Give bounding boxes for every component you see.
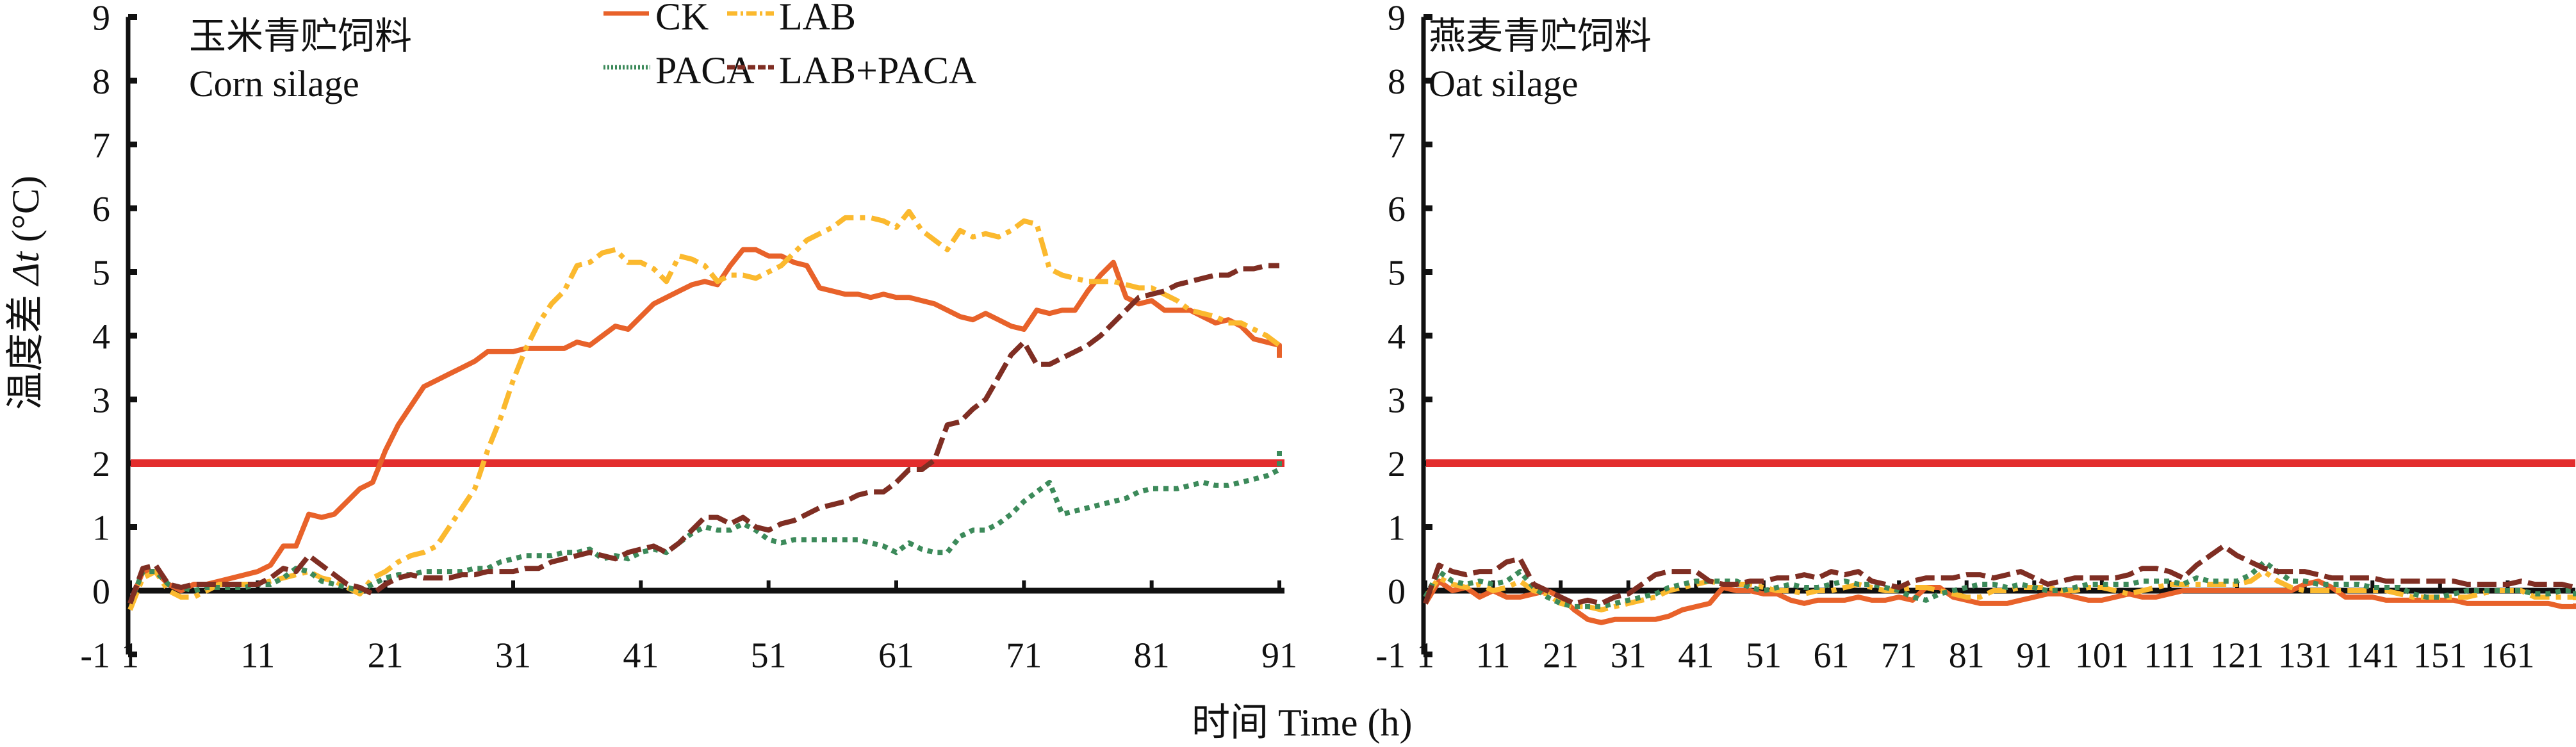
x-tick-label: 111 bbox=[2144, 636, 2195, 676]
x-tick-label: 151 bbox=[2413, 636, 2467, 676]
y-tick-label: 8 bbox=[1388, 62, 1406, 102]
series-line-lab-paca bbox=[1423, 543, 2576, 606]
y-tick-label: -1 bbox=[1375, 636, 1406, 676]
legend-label-ck: CK bbox=[655, 0, 709, 38]
y-tick-label: 7 bbox=[92, 126, 110, 166]
x-tick-label: 31 bbox=[495, 636, 531, 676]
x-tick-label: 41 bbox=[623, 636, 659, 676]
x-tick-label: 61 bbox=[1814, 636, 1850, 676]
x-tick-label: 11 bbox=[1476, 636, 1511, 676]
x-tick-label: 61 bbox=[878, 636, 914, 676]
series-line-ck bbox=[1423, 579, 2576, 625]
y-tick-label: 1 bbox=[92, 509, 110, 548]
x-tick-label: 121 bbox=[2210, 636, 2264, 676]
y-tick-label: 4 bbox=[92, 317, 110, 357]
series-line-ck bbox=[127, 247, 1282, 605]
x-tick-label: 21 bbox=[1543, 636, 1579, 676]
series-line-lab-paca bbox=[127, 263, 1279, 605]
panel-title-en: Oat silage bbox=[1429, 63, 1579, 104]
y-tick-label: 4 bbox=[1388, 317, 1406, 357]
y-tick-label: 2 bbox=[92, 445, 110, 484]
x-tick-label: 161 bbox=[2481, 636, 2534, 676]
x-tick-label: 51 bbox=[751, 636, 787, 676]
y-tick-label: 0 bbox=[92, 572, 110, 612]
x-tick-label: 101 bbox=[2075, 636, 2129, 676]
y-tick-label: 7 bbox=[1388, 126, 1406, 166]
y-tick-label: 0 bbox=[1388, 572, 1406, 612]
x-axis-title: 时间 Time (h) bbox=[1192, 702, 1412, 744]
x-tick-label: 71 bbox=[1881, 636, 1917, 676]
panel-title-en: Corn silage bbox=[189, 63, 359, 104]
legend-item-paca: PACA bbox=[603, 49, 755, 92]
y-tick-label: 8 bbox=[92, 62, 110, 102]
x-tick-label: 81 bbox=[1949, 636, 1985, 676]
legend-label-lab-paca: LAB+PACA bbox=[779, 49, 976, 92]
x-tick-label: 11 bbox=[240, 636, 275, 676]
x-tick-label: 141 bbox=[2345, 636, 2399, 676]
y-axis-title-delta: Δt bbox=[4, 251, 47, 286]
y-tick-label: -1 bbox=[80, 636, 110, 676]
legend-item-ck: CK bbox=[603, 0, 709, 38]
y-axis-title-cn: 温度差 bbox=[4, 285, 47, 410]
x-tick-label: 131 bbox=[2278, 636, 2332, 676]
panel-title-cn: 玉米青贮饲料 bbox=[189, 15, 412, 57]
y-tick-label: 3 bbox=[1388, 381, 1406, 421]
y-tick-label: 9 bbox=[1388, 0, 1406, 38]
y-tick-label: 1 bbox=[1388, 509, 1406, 548]
x-tick-label: 81 bbox=[1134, 636, 1170, 676]
x-tick-label: 71 bbox=[1006, 636, 1042, 676]
y-tick-label: 2 bbox=[1388, 445, 1406, 484]
x-tick-label: 21 bbox=[368, 636, 404, 676]
legend: CK LAB PACA LAB+PACA bbox=[603, 0, 976, 92]
x-tick-label: 51 bbox=[1746, 636, 1782, 676]
x-tick-label: 91 bbox=[2016, 636, 2052, 676]
panel-title-cn: 燕麦青贮饲料 bbox=[1429, 15, 1652, 57]
legend-label-paca: PACA bbox=[655, 49, 755, 92]
y-tick-label: 6 bbox=[1388, 190, 1406, 229]
y-axis-title-unit: (°C) bbox=[4, 176, 47, 252]
x-tick-label: 1 bbox=[1416, 636, 1434, 676]
y-tick-label: 3 bbox=[92, 381, 110, 421]
legend-item-lab: LAB bbox=[727, 0, 856, 38]
y-tick-label: 5 bbox=[1388, 254, 1406, 293]
x-tick-label: 91 bbox=[1261, 636, 1297, 676]
x-tick-label: 31 bbox=[1611, 636, 1646, 676]
series-line-lab bbox=[1423, 569, 2576, 612]
x-tick-label: 41 bbox=[1678, 636, 1714, 676]
legend-label-lab: LAB bbox=[779, 0, 856, 38]
y-tick-label: 5 bbox=[92, 254, 110, 293]
x-tick-label: 1 bbox=[121, 636, 139, 676]
y-tick-label: 9 bbox=[92, 0, 110, 38]
legend-item-lab-paca: LAB+PACA bbox=[727, 49, 976, 92]
series-line-paca bbox=[1423, 559, 2576, 609]
y-tick-label: 6 bbox=[92, 190, 110, 229]
y-axis-title: 温度差 Δt (°C) bbox=[4, 176, 47, 410]
